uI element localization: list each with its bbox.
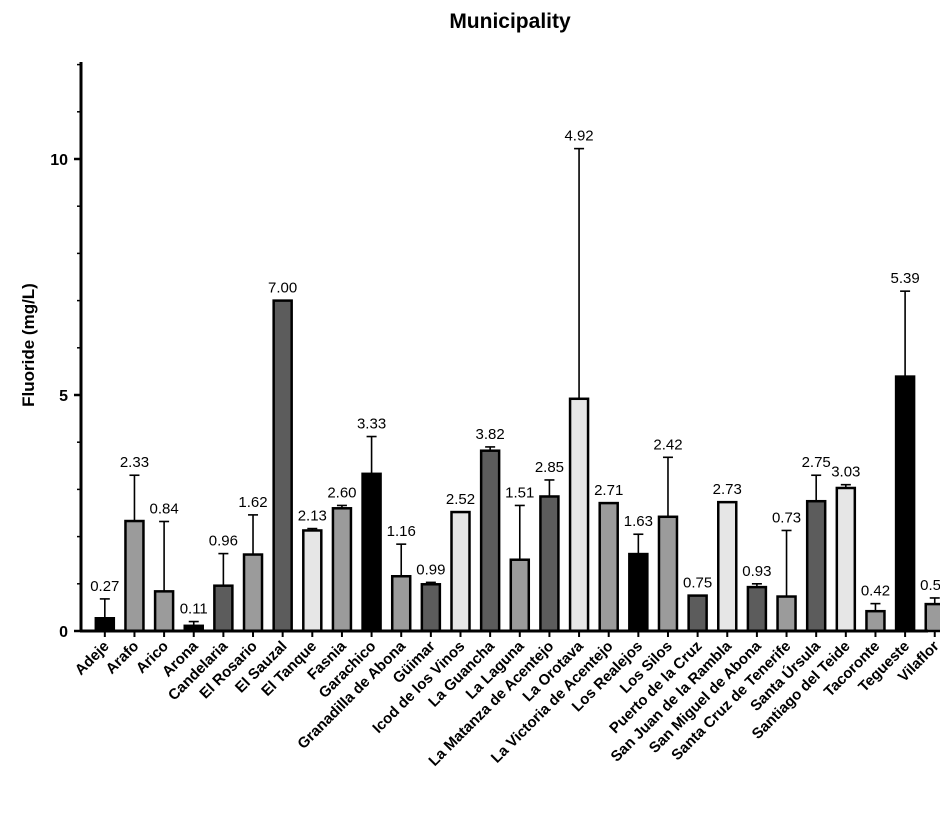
bar [746, 585, 768, 633]
data-label: 3.03 [831, 464, 860, 481]
data-labels-layer: 0.27 2.33 0.84 0.11 0.96 1.62 7.00 2.132.60 3.33… [90, 128, 940, 618]
data-label: 3.82 [476, 426, 505, 443]
data-label: 0.57 [920, 577, 940, 594]
data-label: 0.99 [416, 561, 445, 578]
bar [302, 529, 323, 633]
bar [124, 519, 145, 633]
data-label: 1.63 [624, 513, 653, 530]
bars-layer [94, 299, 940, 633]
data-label: 2.73 [713, 481, 742, 498]
data-label: 1.62 [238, 494, 267, 511]
x-tick-label: Adeje [72, 638, 113, 679]
bar [894, 375, 916, 633]
bar [242, 553, 264, 633]
data-label: 0.27 [90, 578, 119, 595]
data-label: 0.42 [861, 583, 890, 600]
data-label: 0.84 [149, 500, 178, 517]
data-label: 5.39 [890, 270, 919, 287]
bar [865, 609, 886, 633]
bar [776, 595, 797, 633]
bar [717, 500, 738, 633]
data-label: 0.75 [683, 575, 712, 592]
y-axis-label: Fluoride (mg/L) [19, 283, 38, 407]
bar [361, 472, 382, 633]
bar [450, 510, 471, 633]
bar [598, 501, 619, 633]
bar [213, 584, 234, 633]
bar [272, 299, 293, 633]
data-label: 1.16 [387, 523, 416, 540]
data-label: 2.13 [298, 508, 327, 525]
bar [509, 558, 531, 633]
y-tick-label: 5 [59, 388, 68, 405]
bar [835, 486, 857, 633]
chart-title: Municipality [449, 10, 571, 33]
data-label: 3.33 [357, 416, 386, 433]
data-label: 2.71 [594, 482, 623, 499]
bar [657, 515, 679, 633]
bar [568, 397, 590, 633]
bar [331, 507, 353, 633]
data-label: 0.93 [742, 563, 771, 580]
bar [539, 495, 560, 633]
data-label: 2.33 [120, 454, 149, 471]
data-label: 2.85 [535, 459, 564, 476]
bar [628, 552, 649, 633]
data-label: 2.42 [653, 436, 682, 453]
data-label: 0.73 [772, 509, 801, 526]
data-label: 2.52 [446, 491, 475, 508]
data-label: 7.00 [268, 280, 297, 297]
data-label: 1.51 [505, 484, 534, 501]
data-label: 2.75 [802, 454, 831, 471]
y-tick-label: 10 [50, 152, 68, 169]
bar [479, 449, 501, 633]
error-bars-layer [99, 147, 940, 626]
bar [805, 499, 827, 633]
bar [390, 574, 412, 633]
bar [420, 583, 442, 633]
bar [687, 594, 708, 633]
data-label: 4.92 [564, 128, 593, 145]
data-label: 0.11 [180, 601, 208, 618]
bar [924, 602, 940, 633]
y-tick-label: 0 [59, 624, 68, 641]
y-ticks-layer: 0 5 10 [50, 63, 81, 641]
axes-layer [79, 62, 928, 633]
data-label: 2.60 [327, 484, 356, 501]
bar [153, 590, 175, 633]
bar [94, 617, 116, 633]
x-tick-label: Arafo [103, 638, 143, 678]
data-label: 0.96 [209, 533, 238, 550]
